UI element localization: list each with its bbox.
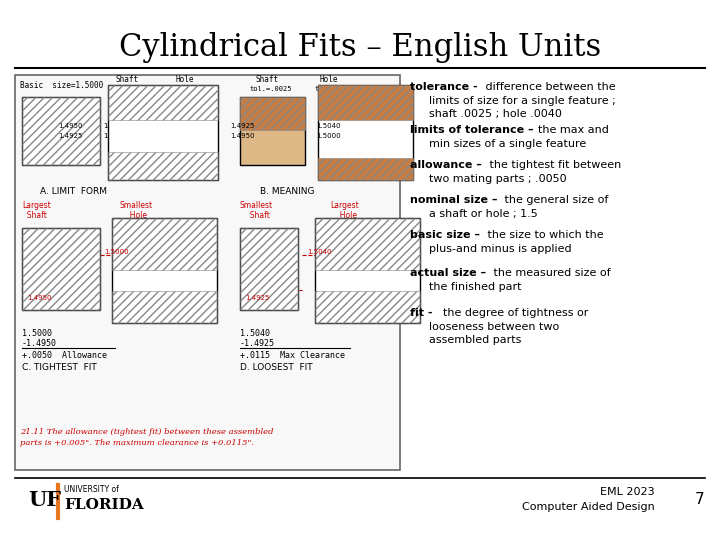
Bar — [112, 291, 217, 323]
Bar — [22, 97, 100, 165]
Text: 1.4925: 1.4925 — [245, 295, 269, 301]
Text: 1.5000: 1.5000 — [22, 328, 52, 338]
Text: tol.=.0040: tol.=.0040 — [315, 86, 358, 92]
Text: Smallest: Smallest — [240, 200, 273, 210]
Bar — [22, 97, 100, 165]
Text: 1.5040: 1.5040 — [103, 123, 127, 129]
Text: 1.5000: 1.5000 — [104, 249, 129, 255]
Text: +.0115  Max Clearance: +.0115 Max Clearance — [240, 352, 345, 361]
Text: EML 2023: EML 2023 — [600, 487, 655, 497]
Text: Largest: Largest — [22, 200, 50, 210]
Bar — [22, 228, 100, 310]
Text: two mating parts ; .0050: two mating parts ; .0050 — [422, 174, 567, 184]
Bar — [112, 218, 217, 270]
Bar — [318, 158, 413, 180]
Text: 1.4950: 1.4950 — [58, 123, 83, 129]
Bar — [240, 97, 305, 165]
Text: fit -: fit - — [410, 308, 436, 318]
Text: -1.4925: -1.4925 — [240, 339, 275, 348]
Text: assembled parts: assembled parts — [422, 335, 521, 345]
Bar — [108, 85, 218, 180]
Text: 1.4950: 1.4950 — [27, 295, 52, 301]
Text: Shaft: Shaft — [115, 76, 138, 84]
Text: the tightest fit between: the tightest fit between — [486, 160, 621, 170]
Bar — [240, 228, 298, 310]
Text: 1.5040: 1.5040 — [316, 123, 341, 129]
Text: 21.11 The allowance (tightest fit) between these assembled: 21.11 The allowance (tightest fit) betwe… — [20, 428, 274, 436]
Text: 1.5000: 1.5000 — [103, 133, 127, 139]
Bar — [240, 97, 305, 130]
Bar — [240, 228, 298, 310]
Text: a shaft or hole ; 1.5: a shaft or hole ; 1.5 — [422, 209, 538, 219]
Text: Basic  size=1.5000: Basic size=1.5000 — [20, 80, 103, 90]
Bar — [318, 85, 413, 180]
Text: Computer Aided Design: Computer Aided Design — [522, 502, 655, 512]
Text: actual size –: actual size – — [410, 268, 490, 278]
Bar — [318, 85, 413, 120]
Text: Hole: Hole — [320, 76, 338, 84]
Text: nominal size –: nominal size – — [410, 195, 501, 205]
Text: C. TIGHTEST  FIT: C. TIGHTEST FIT — [22, 363, 96, 373]
Text: Hole: Hole — [335, 211, 357, 219]
Text: the finished part: the finished part — [422, 282, 521, 292]
Text: 1.4925: 1.4925 — [58, 133, 82, 139]
Text: 1.5040: 1.5040 — [240, 328, 270, 338]
Bar — [315, 218, 420, 323]
Bar — [108, 85, 218, 120]
Text: the degree of tightness or: the degree of tightness or — [436, 308, 589, 318]
Text: tolerance -: tolerance - — [410, 82, 482, 92]
Text: the size to which the: the size to which the — [484, 230, 603, 240]
Bar — [108, 152, 218, 180]
Text: allowance –: allowance – — [410, 160, 486, 170]
Text: 1.4950: 1.4950 — [230, 133, 254, 139]
Text: Hole: Hole — [125, 211, 147, 219]
Text: Largest: Largest — [330, 200, 359, 210]
Text: Smallest: Smallest — [120, 200, 153, 210]
Text: 7: 7 — [696, 492, 705, 508]
Text: the max and: the max and — [538, 125, 608, 135]
Text: basic size –: basic size – — [410, 230, 484, 240]
Bar — [315, 291, 420, 323]
Text: limits of tolerance –: limits of tolerance – — [410, 125, 538, 135]
Bar — [315, 218, 420, 270]
Text: Shaft: Shaft — [245, 211, 270, 219]
Text: B. MEANING: B. MEANING — [260, 187, 315, 197]
Text: Shaft: Shaft — [255, 76, 278, 84]
Text: 1.5040: 1.5040 — [307, 249, 331, 255]
Text: 1.4925: 1.4925 — [230, 123, 254, 129]
Text: the general size of: the general size of — [501, 195, 608, 205]
Text: -1.4950: -1.4950 — [22, 339, 57, 348]
Text: tol.=.0025: tol.=.0025 — [250, 86, 292, 92]
Text: UNIVERSITY of: UNIVERSITY of — [64, 485, 119, 495]
Text: tol.=.0040: tol.=.0040 — [172, 86, 215, 92]
Text: D. LOOSEST  FIT: D. LOOSEST FIT — [240, 363, 312, 373]
Text: UF: UF — [28, 490, 61, 510]
Bar — [15, 75, 400, 470]
Text: looseness between two: looseness between two — [422, 322, 559, 332]
Text: tol.=.0025: tol.=.0025 — [113, 86, 156, 92]
Text: Hole: Hole — [175, 76, 194, 84]
Text: FLORIDA: FLORIDA — [64, 498, 144, 512]
Text: 1.5000: 1.5000 — [316, 133, 341, 139]
Text: Cylindrical Fits – English Units: Cylindrical Fits – English Units — [119, 32, 601, 63]
Text: +.0050  Allowance: +.0050 Allowance — [22, 352, 107, 361]
Text: difference between the: difference between the — [482, 82, 615, 92]
Text: min sizes of a single feature: min sizes of a single feature — [422, 139, 586, 149]
Bar — [22, 228, 100, 310]
Bar — [112, 218, 217, 323]
Text: limits of size for a single feature ;: limits of size for a single feature ; — [422, 96, 616, 106]
Text: A. LIMIT  FORM: A. LIMIT FORM — [40, 187, 107, 197]
Text: shaft .0025 ; hole .0040: shaft .0025 ; hole .0040 — [422, 109, 562, 119]
Text: parts is +0.005". The maximum clearance is +0.0115".: parts is +0.005". The maximum clearance … — [20, 439, 254, 447]
Text: the measured size of: the measured size of — [490, 268, 611, 278]
Text: plus-and minus is applied: plus-and minus is applied — [422, 244, 572, 254]
Text: Shaft: Shaft — [22, 211, 47, 219]
